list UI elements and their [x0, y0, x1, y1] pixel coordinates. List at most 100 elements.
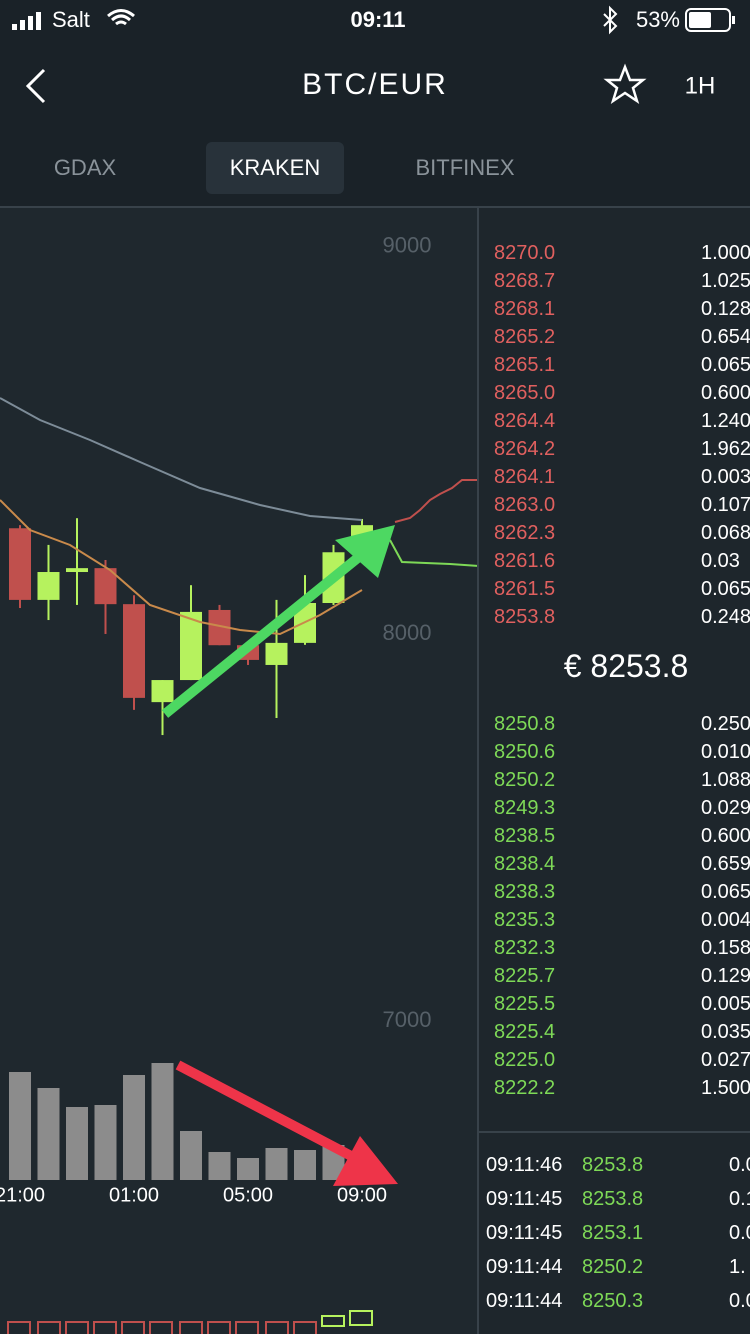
volume-bar [9, 1072, 31, 1180]
ask-amount: 1.000 [701, 242, 750, 264]
bid-amount: 0.065 [701, 881, 750, 903]
trade-time: 09:11:44 [486, 1290, 563, 1312]
row: 8264.4 1.240 [479, 407, 750, 435]
panel-divider [477, 208, 479, 1334]
row: 8238.5 0.600 [479, 822, 750, 850]
ask-amount: 0.654 [701, 326, 750, 348]
ask-price: 8262.3 [494, 522, 556, 544]
volume-bar [151, 1063, 174, 1180]
row: 8249.3 0.029 [479, 794, 750, 822]
bid-amount: 0.129 [701, 965, 750, 987]
bid-amount: 0.659 [701, 853, 750, 875]
candle-body [180, 611, 202, 681]
tab[interactable]: KRAKEN [230, 155, 320, 180]
back-button[interactable] [25, 68, 46, 104]
row: 8232.3 0.158 [479, 934, 750, 962]
row: 8250.8 0.250 [479, 710, 750, 738]
row: 8268.7 1.025 [479, 267, 750, 295]
bid-depth-line [389, 539, 479, 567]
bid-amount: 0.035 [701, 1021, 750, 1043]
volume-bar [66, 1107, 88, 1180]
row: 09:11:46 8253.8 0.0 [479, 1151, 750, 1179]
tab[interactable]: GDAX [54, 155, 117, 180]
volume-bar [37, 1088, 60, 1180]
bid-price: 8249.3 [494, 797, 556, 819]
x-tick-label: 01:00 [109, 1184, 159, 1206]
bid-price: 8225.0 [494, 1049, 556, 1071]
row: 09:11:45 8253.8 0.1 [479, 1185, 750, 1213]
up-arrow-shaft [161, 544, 374, 718]
bid-price: 8225.7 [494, 965, 556, 987]
trade-price: 8250.2 [582, 1256, 644, 1278]
favorite-button[interactable] [603, 63, 647, 104]
x-tick-label: 21:00 [0, 1184, 45, 1206]
wifi-icon [107, 9, 135, 26]
row: 09:11:44 8250.2 1. [479, 1253, 750, 1281]
ask-price: 8268.1 [494, 298, 556, 320]
down-arrow-shaft [175, 1060, 358, 1163]
up-arrow-head [335, 525, 395, 578]
mid-price: € 8253.8 [563, 648, 689, 684]
bid-price: 8232.3 [494, 937, 556, 959]
ask-amount: 0.03 [701, 550, 740, 572]
ask-price: 8265.2 [494, 326, 556, 348]
trade-price: 8250.3 [582, 1290, 644, 1312]
y-tick-label: 7000 [383, 1007, 432, 1032]
trade-time: 09:11:46 [486, 1154, 563, 1176]
candle-body [37, 572, 60, 600]
row: 8238.3 0.065 [479, 878, 750, 906]
order-book: 8270.0 1.000 8268.7 1.025 8268.1 0.128 8265.2 0… [479, 208, 750, 1334]
bid-price: 8238.5 [494, 825, 556, 847]
row: 8265.0 0.600 [479, 379, 750, 407]
chart-layer: 7000 8000 9000 21:00 01:00 05:00 09:00 [0, 233, 431, 1207]
bid-amount: 0.250 [701, 713, 750, 735]
ask-amount: 1.962 [701, 438, 750, 460]
bluetooth-icon [603, 5, 618, 35]
row: 8238.4 0.659 [479, 850, 750, 878]
ask-amount: 0.003 [701, 466, 750, 488]
bid-amount: 1.088 [701, 769, 750, 791]
ask-amount: 0.107 [701, 494, 750, 516]
bid-price: 8238.4 [494, 853, 556, 875]
signal-icon [12, 12, 41, 30]
ask-price: 8261.6 [494, 550, 556, 572]
candle-body [94, 568, 117, 605]
candle-body [66, 568, 88, 573]
header-bg [0, 0, 750, 208]
ask-price: 8268.7 [494, 270, 556, 292]
tab-selected-bg [206, 142, 344, 194]
row: 8225.7 0.129 [479, 962, 750, 990]
trade-amount: 1. [729, 1256, 746, 1278]
candle-body [151, 680, 174, 703]
bid-amount: 0.010 [701, 741, 750, 763]
ask-price: 8264.2 [494, 438, 556, 460]
trade-time: 09:11:45 [486, 1188, 563, 1210]
interval-button[interactable]: 1H [685, 72, 716, 99]
row: 09:11:45 8253.1 0.0 [479, 1219, 750, 1247]
ask-depth-line [394, 479, 479, 523]
volume-bar [180, 1131, 202, 1180]
bid-price: 8222.2 [494, 1077, 556, 1099]
row: 8262.3 0.068 [479, 519, 750, 547]
ask-price: 8253.8 [494, 606, 556, 628]
bid-amount: 0.004 [701, 909, 750, 931]
tab[interactable]: BITFINEX [415, 155, 514, 180]
y-tick-label: 8000 [383, 620, 432, 645]
bid-amount: 0.005 [701, 993, 750, 1015]
row: 8264.2 1.962 [479, 435, 750, 463]
y-tick-label: 9000 [383, 233, 432, 258]
bid-price: 8250.2 [494, 769, 556, 791]
carrier: Salt [52, 7, 90, 32]
row: 8263.0 0.107 [479, 491, 750, 519]
ask-price: 8264.4 [494, 410, 556, 432]
battery-icon [685, 8, 731, 32]
bid-price: 8238.3 [494, 881, 556, 903]
bid-amount: 1.500 [701, 1077, 750, 1099]
candle-body [208, 609, 231, 646]
row: 8261.6 0.03 [479, 547, 750, 575]
row: 8225.5 0.005 [479, 990, 750, 1018]
ask-price: 8261.5 [494, 578, 556, 600]
bid-price: 8250.6 [494, 741, 556, 763]
row: 8270.0 1.000 [479, 239, 750, 267]
